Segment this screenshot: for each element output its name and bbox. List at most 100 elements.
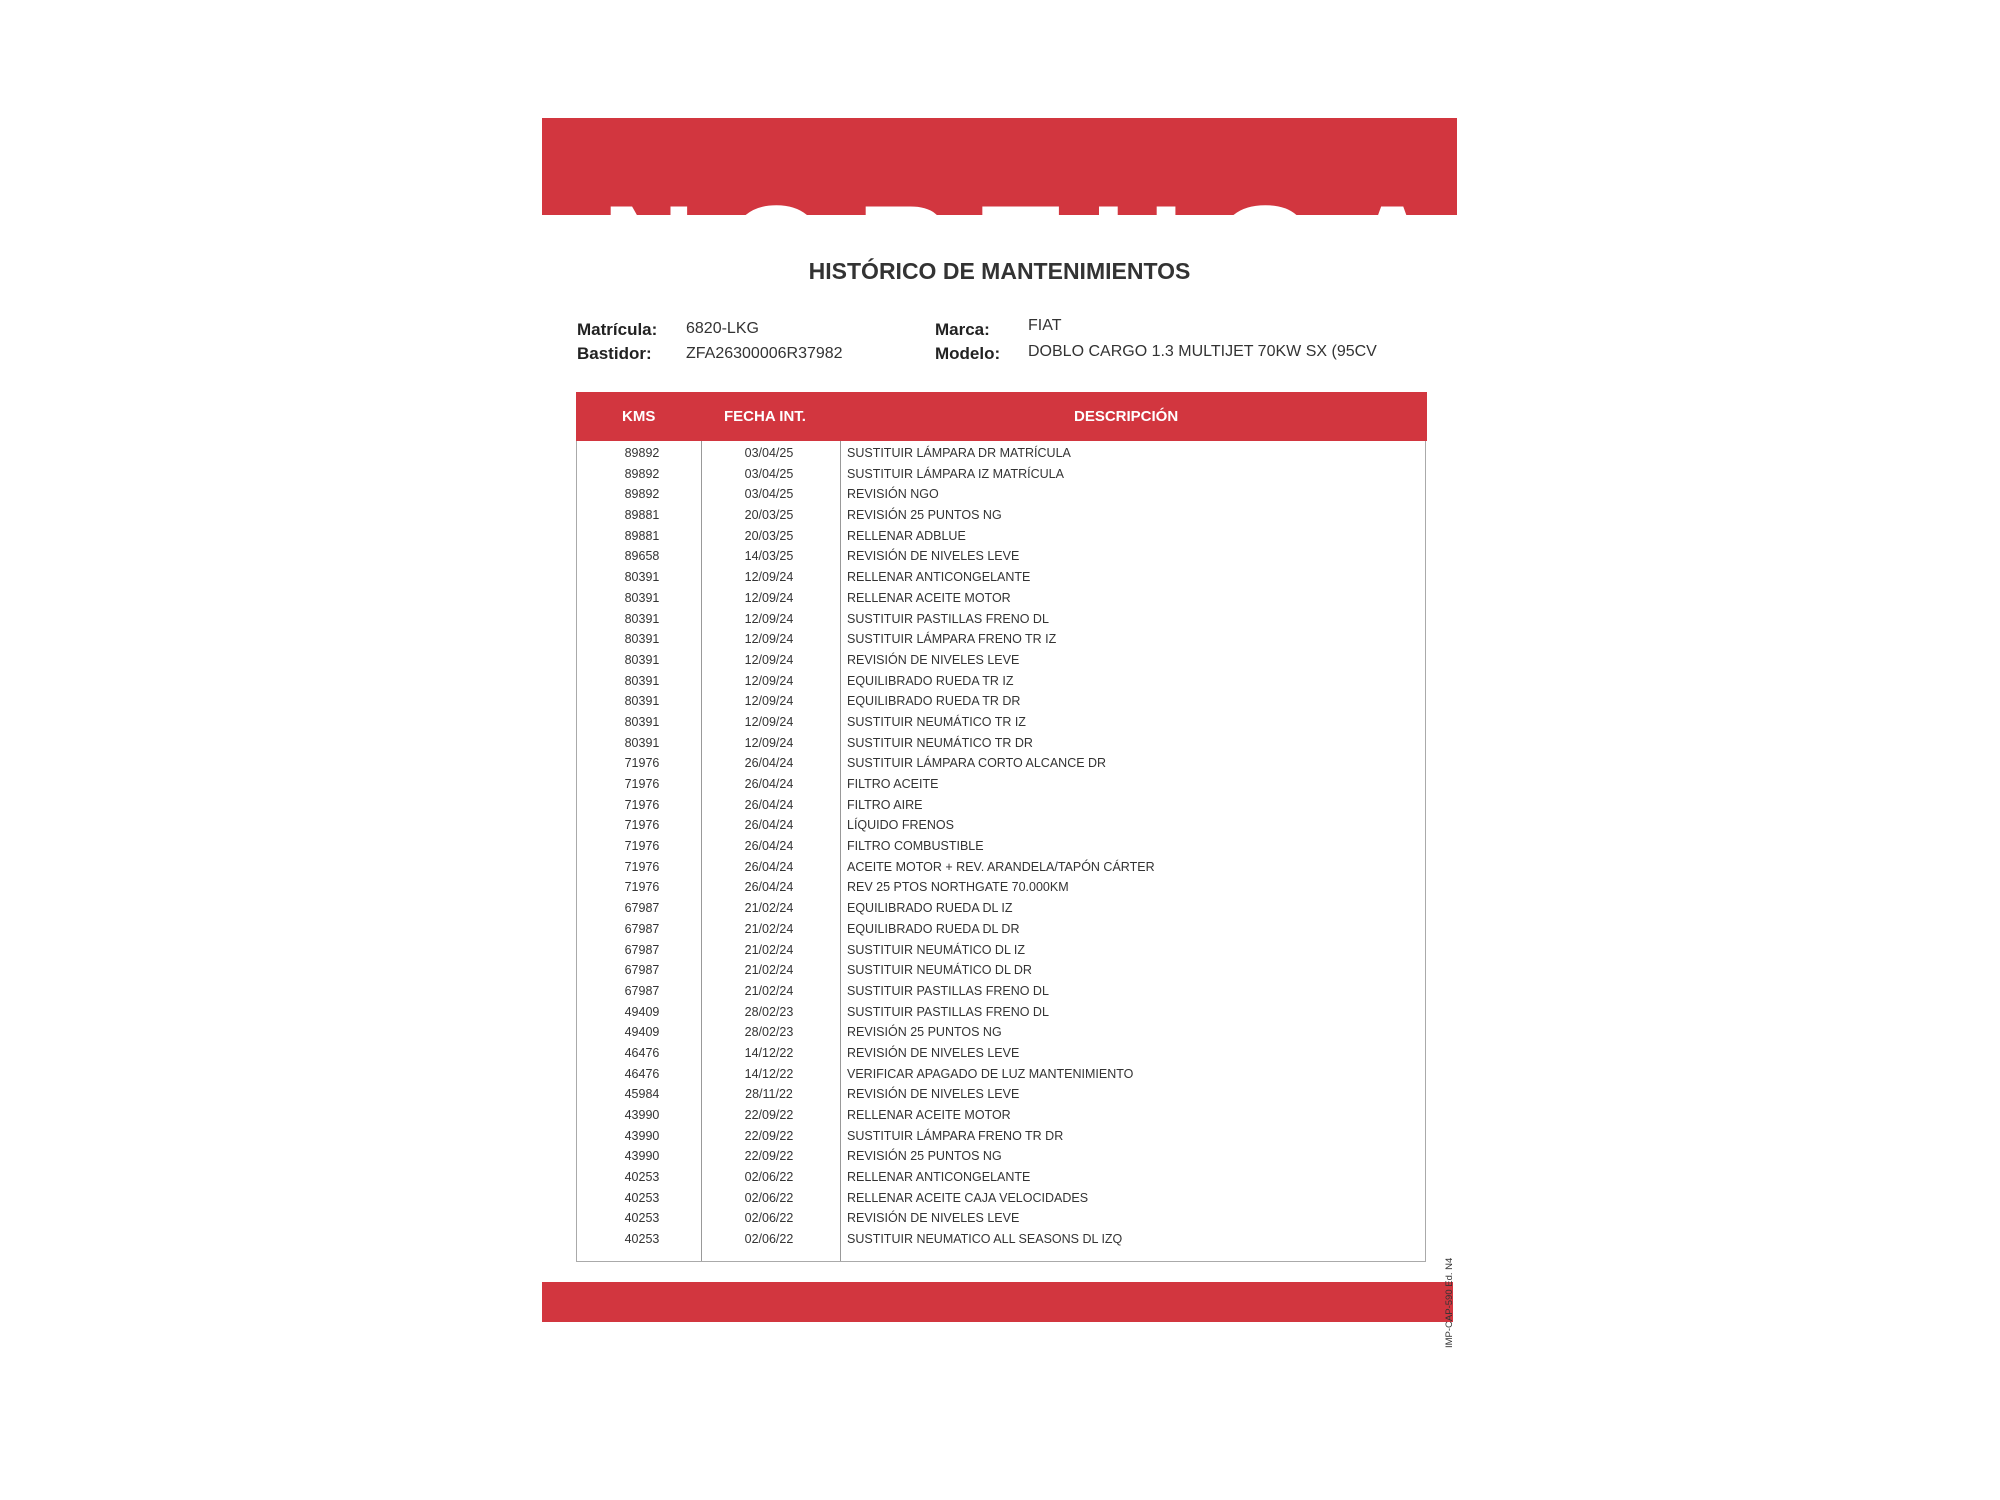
table-row: 67987 21/02/24 SUSTITUIR PASTILLAS FRENO D…	[577, 981, 1425, 1002]
table-row: 80391 12/09/24 EQUILIBRADO RUEDA TR IZ	[577, 671, 1425, 692]
table-row: 67987 21/02/24 SUSTITUIR NEUMÁTICO DL DR	[577, 960, 1425, 981]
fecha-cell: 03/04/25	[744, 466, 794, 481]
table-row: 89658 14/03/25 REVISIÓN DE NIVELES LEVE	[577, 546, 1425, 567]
fecha-cell: 26/04/24	[744, 756, 794, 771]
descripcion-cell: RELLENAR ACEITE MOTOR	[847, 1108, 1011, 1122]
table-row: 43990 22/09/22 RELLENAR ACEITE MOTOR	[577, 1105, 1425, 1126]
descripcion-cell: SUSTITUIR LÁMPARA IZ MATRÍCULA	[847, 466, 1064, 481]
fecha-cell: 14/12/22	[744, 1045, 794, 1060]
kms-cell: 89892	[624, 446, 660, 460]
fecha-cell: 28/02/23	[744, 1025, 794, 1040]
fecha-cell: 12/09/24	[744, 632, 794, 647]
kms-cell: 71976	[624, 756, 660, 771]
fecha-cell: 02/06/22	[744, 1170, 794, 1185]
bastidor-label: Bastidor:	[577, 344, 652, 363]
table-header: KMS FECHA INT. DESCRIPCIÓN	[576, 392, 1427, 441]
kms-cell: 89658	[624, 549, 660, 564]
descripcion-cell: SUSTITUIR NEUMÁTICO DL DR	[847, 963, 1032, 978]
table-row: 80391 12/09/24 RELLENAR ANTICONGELANTE	[577, 567, 1425, 588]
table-row: 67987 21/02/24 SUSTITUIR NEUMÁTICO DL IZ	[577, 940, 1425, 961]
descripcion-cell: LÍQUIDO FRENOS	[847, 818, 954, 833]
bastidor-value: ZFA26300006R37982	[686, 345, 843, 362]
kms-cell: 46476	[624, 1066, 660, 1081]
kms-cell: 40253	[624, 1232, 660, 1247]
table-row: 71976 26/04/24 FILTRO COMBUSTIBLE	[577, 836, 1425, 857]
kms-cell: 67987	[624, 921, 660, 936]
kms-cell: 46476	[624, 1045, 660, 1060]
fecha-cell: 26/04/24	[744, 797, 794, 812]
fecha-cell: 26/04/24	[744, 818, 794, 833]
table-row: 89892 03/04/25 SUSTITUIR LÁMPARA DR MATRÍC…	[577, 443, 1425, 464]
fecha-cell: 12/09/24	[744, 694, 794, 709]
fecha-cell: 22/09/22	[744, 1108, 794, 1122]
descripcion-cell: EQUILIBRADO RUEDA TR DR	[847, 694, 1021, 709]
fecha-cell: 21/02/24	[744, 942, 794, 957]
matricula-value: 6820-LKG	[686, 320, 759, 337]
table-row: 67987 21/02/24 EQUILIBRADO RUEDA DL DR	[577, 919, 1425, 940]
fecha-cell: 02/06/22	[744, 1190, 794, 1205]
table-row: 45984 28/11/22 REVISIÓN DE NIVELES LEVE	[577, 1084, 1425, 1105]
descripcion-cell: RELLENAR ANTICONGELANTE	[847, 570, 1031, 585]
table-row: 80391 12/09/24 SUSTITUIR LÁMPARA FRENO TR …	[577, 629, 1425, 650]
table-row: 80391 12/09/24 RELLENAR ACEITE MOTOR	[577, 588, 1425, 609]
fecha-cell: 21/02/24	[744, 921, 794, 936]
modelo-label: Modelo:	[935, 344, 1001, 363]
table-row: 46476 14/12/22 REVISIÓN DE NIVELES LEVE	[577, 1043, 1425, 1064]
descripcion-cell: REVISIÓN DE NIVELES LEVE	[847, 1087, 1020, 1102]
descripcion-cell: REVISIÓN DE NIVELES LEVE	[847, 1211, 1020, 1226]
fecha-cell: 12/09/24	[744, 735, 794, 750]
descripcion-cell: SUSTITUIR NEUMÁTICO DL IZ	[847, 942, 1026, 957]
fecha-cell: 12/09/24	[744, 590, 794, 605]
kms-cell: 71976	[624, 777, 660, 791]
descripcion-cell: REVISIÓN DE NIVELES LEVE	[847, 1045, 1020, 1060]
kms-cell: 71976	[624, 818, 660, 833]
table-row: 46476 14/12/22 VERIFICAR APAGADO DE LUZ MA…	[577, 1064, 1425, 1085]
table-row: 80391 12/09/24 SUSTITUIR PASTILLAS FRENO D…	[577, 609, 1425, 630]
descripcion-cell: SUSTITUIR LÁMPARA DR MATRÍCULA	[847, 446, 1071, 460]
column-header-fecha: FECHA INT.	[724, 408, 806, 425]
descripcion-cell: FILTRO COMBUSTIBLE	[847, 839, 984, 854]
fecha-cell: 14/03/25	[744, 549, 794, 564]
header-banner: NORTHGATE	[542, 118, 1457, 215]
fecha-cell: 20/03/25	[744, 528, 794, 543]
footer-band	[542, 1282, 1453, 1322]
fecha-cell: 12/09/24	[744, 611, 794, 626]
fecha-cell: 26/04/24	[744, 777, 794, 791]
kms-cell: 49409	[624, 1004, 660, 1019]
fecha-cell: 20/03/25	[744, 508, 794, 523]
table-row: 49409 28/02/23 SUSTITUIR PASTILLAS FRENO D…	[577, 1002, 1425, 1023]
table-row: 40253 02/06/22 RELLENAR ANTICONGELANTE	[577, 1167, 1425, 1188]
kms-cell: 71976	[624, 880, 660, 895]
descripcion-cell: ACEITE MOTOR + REV. ARANDELA/TAPÓN CÁRTE…	[847, 859, 1155, 874]
kms-cell: 80391	[624, 590, 660, 605]
table-body: 89892 03/04/25 SUSTITUIR LÁMPARA DR MATRÍC…	[577, 443, 1425, 1250]
descripcion-cell: SUSTITUIR PASTILLAS FRENO DL	[847, 983, 1049, 998]
kms-cell: 80391	[624, 694, 660, 709]
descripcion-cell: RELLENAR ANTICONGELANTE	[847, 1170, 1031, 1185]
table-row: 43990 22/09/22 REVISIÓN 25 PUNTOS NG	[577, 1146, 1425, 1167]
kms-cell: 43990	[624, 1108, 660, 1122]
table-row: 71976 26/04/24 FILTRO AIRE	[577, 795, 1425, 816]
table-row: 80391 12/09/24 EQUILIBRADO RUEDA TR DR	[577, 691, 1425, 712]
descripcion-cell: SUSTITUIR PASTILLAS FRENO DL	[847, 611, 1049, 626]
descripcion-cell: EQUILIBRADO RUEDA TR IZ	[847, 673, 1014, 688]
descripcion-cell: REVISIÓN 25 PUNTOS NG	[847, 1025, 1002, 1040]
marca-value: FIAT	[1028, 317, 1062, 334]
modelo-value: DOBLO CARGO 1.3 MULTIJET 70KW SX (95CV	[1028, 343, 1377, 360]
fecha-cell: 03/04/25	[744, 487, 794, 502]
fecha-cell: 12/09/24	[744, 673, 794, 688]
descripcion-cell: SUSTITUIR NEUMATICO ALL SEASONS DL IZQ	[847, 1232, 1123, 1247]
column-divider	[701, 441, 702, 1261]
kms-cell: 89892	[624, 466, 660, 481]
table-row: 80391 12/09/24 SUSTITUIR NEUMÁTICO TR IZ	[577, 712, 1425, 733]
kms-cell: 89881	[624, 508, 660, 523]
descripcion-cell: VERIFICAR APAGADO DE LUZ MANTENIMIENTO	[847, 1066, 1134, 1081]
table-row: 71976 26/04/24 REV 25 PTOS NORTHGATE 70.00…	[577, 877, 1425, 898]
fecha-cell: 26/04/24	[744, 880, 794, 895]
table-row: 40253 02/06/22 SUSTITUIR NEUMATICO ALL SEA…	[577, 1229, 1425, 1250]
table-row: 89881 20/03/25 REVISIÓN 25 PUNTOS NG	[577, 505, 1425, 526]
kms-cell: 67987	[624, 963, 660, 978]
kms-cell: 80391	[624, 652, 660, 667]
kms-cell: 67987	[624, 983, 660, 998]
fecha-cell: 21/02/24	[744, 983, 794, 998]
